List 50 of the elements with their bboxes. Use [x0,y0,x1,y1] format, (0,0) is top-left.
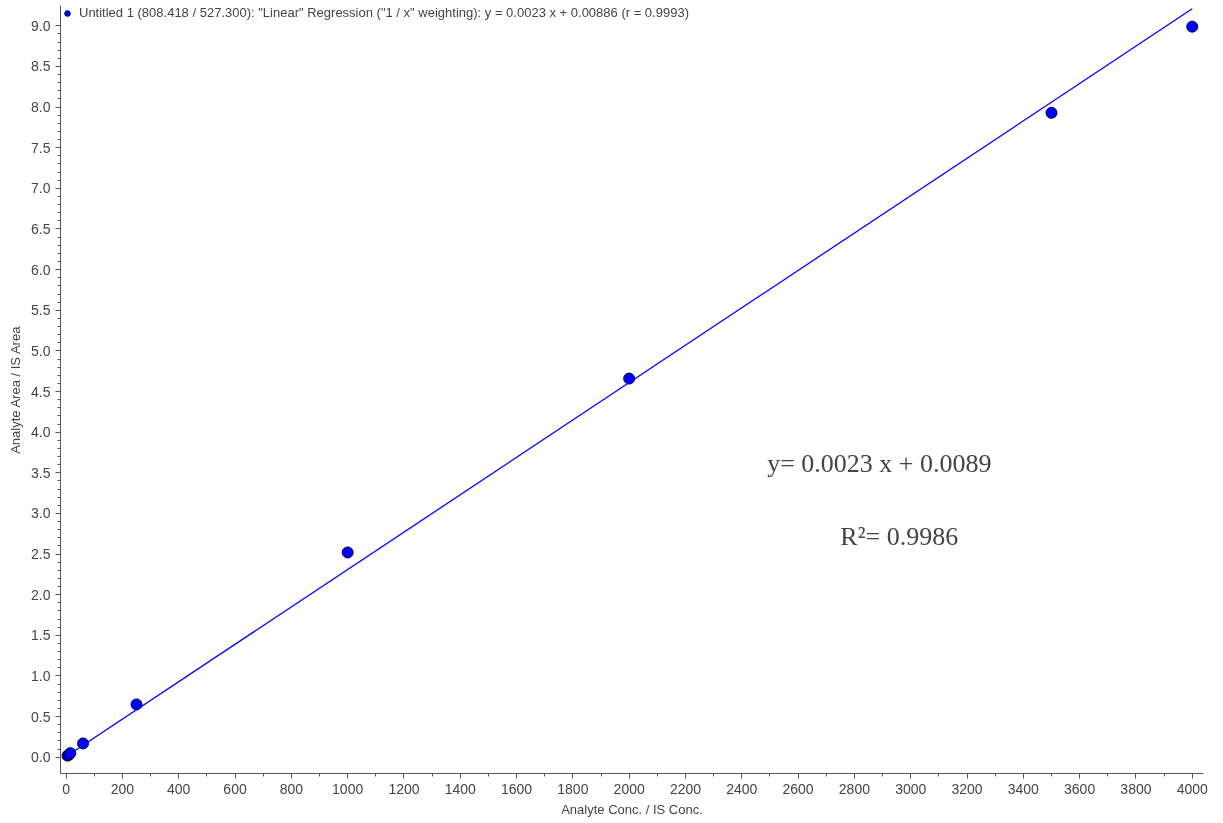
x-tick-label: 400 [167,780,191,797]
x-tick-label: 1600 [501,780,533,797]
x-tick-label: 2200 [669,780,702,797]
y-tick-label: 6.5 [31,220,51,237]
y-tick-label: 8.0 [31,99,51,116]
y-tick-label: 2.5 [31,546,51,563]
x-tick-label: 1400 [444,780,477,797]
y-tick-label: 1.0 [31,667,51,684]
y-tick-label: 5.0 [31,342,51,359]
x-tick-label: 3000 [895,780,927,797]
x-tick-label: 1200 [388,780,420,797]
x-tick-label: 2000 [613,780,645,797]
x-tick-label: 3200 [951,780,983,797]
point [341,546,354,559]
point [1045,106,1058,119]
x-tick-label: 2800 [838,780,871,797]
y-tick-label: 2.0 [31,586,51,603]
x-tick-label: 200 [110,780,135,797]
y-tick-label: 3.0 [31,505,51,522]
legend-label: Untitled 1 (808.418 / 527.300): "Linear" Regression ("1 / x" weighting): y = 0.0023 x + 0.00886 (r = 0.9993) [79,5,689,20]
x-tick-label: 0 [62,780,71,797]
y-tick-label: 0.5 [31,708,51,725]
x-tick-label: 2400 [726,780,758,797]
x-tick-label: 3800 [1120,780,1152,797]
x-tick-label: 3400 [1007,780,1040,797]
x-tick-label: 800 [279,780,304,797]
x-axis-title: Analyte Conc. / IS Conc. [561,801,703,817]
point [623,372,636,385]
point [130,698,143,711]
x-tick-label: 1800 [557,780,589,797]
y-tick-label: 6.0 [31,261,51,278]
y-tick-label: 9.0 [31,17,51,34]
point [1186,20,1199,33]
x-tick-label: 4000 [1176,780,1209,797]
y-tick-label: 3.5 [31,464,51,481]
y-tick-label: 7.0 [31,180,51,197]
annotation: y= 0.0023 x + 0.0089 [767,448,992,478]
x-tick-label: 600 [223,780,247,797]
y-axis-title: Analyte Area / IS Area [8,325,24,454]
x-tick-label: 1000 [332,780,364,797]
y-tick-label: 1.5 [31,627,51,644]
x-tick-label: 2600 [782,780,814,797]
annotation: R²= 0.9986 [840,521,959,551]
y-tick-label: 5.5 [31,302,51,319]
y-tick-label: 0.0 [31,749,51,766]
y-tick-label: 4.0 [31,424,51,441]
y-tick-label: 7.5 [31,139,51,156]
x-tick-label: 3600 [1064,780,1096,797]
y-tick-label: 4.5 [31,383,51,400]
y-tick-label: 8.5 [31,58,51,75]
